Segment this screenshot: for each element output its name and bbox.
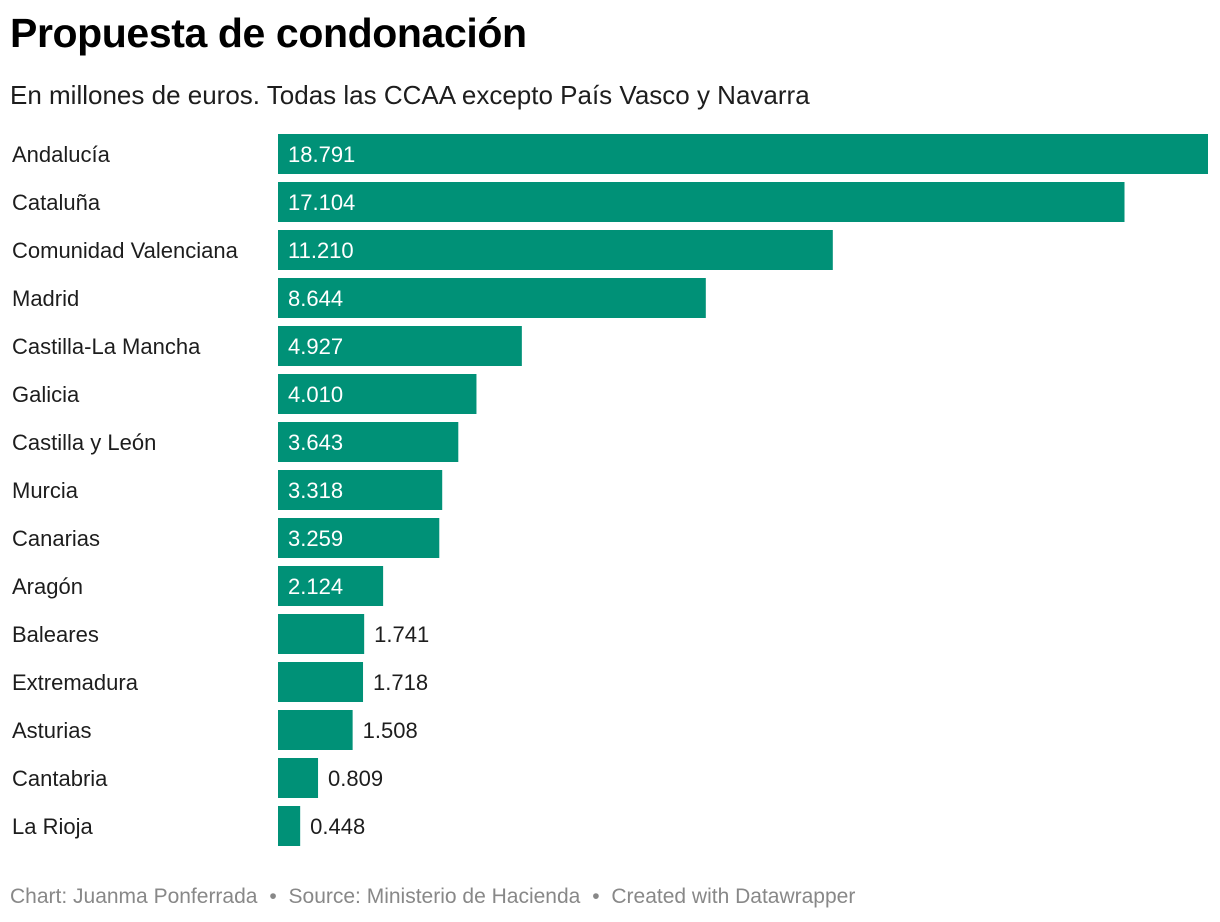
value-label-castilla-la-mancha: 4.927 bbox=[288, 334, 343, 359]
category-label-asturias: Asturias bbox=[12, 718, 91, 743]
bar-comunidad-valenciana bbox=[278, 230, 833, 270]
bar-cataluna bbox=[278, 182, 1125, 222]
source-note: Source: Ministerio de Hacienda bbox=[288, 885, 581, 908]
value-label-la-rioja: 0.448 bbox=[310, 814, 365, 839]
bar-asturias bbox=[278, 710, 353, 750]
value-label-cantabria: 0.809 bbox=[328, 766, 383, 791]
category-label-extremadura: Extremadura bbox=[12, 670, 139, 695]
value-label-andalucia: 18.791 bbox=[288, 142, 355, 167]
category-label-madrid: Madrid bbox=[12, 286, 79, 311]
chart-credit: Chart: Juanma Ponferrada bbox=[10, 885, 258, 908]
bar-madrid bbox=[278, 278, 706, 318]
value-label-cataluna: 17.104 bbox=[288, 190, 355, 215]
bar-castilla-la-mancha bbox=[278, 326, 522, 366]
value-label-comunidad-valenciana: 11.210 bbox=[288, 238, 354, 263]
bar-castilla-y-leon bbox=[278, 422, 459, 462]
footer-separator: • bbox=[592, 885, 600, 908]
category-label-comunidad-valenciana: Comunidad Valenciana bbox=[12, 238, 239, 263]
category-label-aragon: Aragón bbox=[12, 574, 83, 599]
bar-murcia bbox=[278, 470, 443, 510]
value-label-extremadura: 1.718 bbox=[373, 670, 428, 695]
category-label-baleares: Baleares bbox=[12, 622, 99, 647]
category-label-murcia: Murcia bbox=[12, 478, 79, 503]
chart-title: Propuesta de condonación bbox=[10, 10, 527, 56]
bar-chart: Andalucía 18.791 Cataluña 17.104 Comunidad V… bbox=[12, 134, 1208, 846]
value-label-galicia: 4.010 bbox=[288, 382, 343, 407]
created-with-note: Created with Datawrapper bbox=[611, 885, 856, 908]
category-label-cataluna: Cataluña bbox=[12, 190, 101, 215]
bar-la-rioja bbox=[278, 806, 301, 846]
bar-galicia bbox=[278, 374, 477, 414]
value-label-aragon: 2.124 bbox=[288, 574, 343, 599]
footer-separator: • bbox=[269, 885, 277, 908]
value-label-castilla-y-leon: 3.643 bbox=[288, 430, 343, 455]
category-label-cantabria: Cantabria bbox=[12, 766, 108, 791]
bar-andalucia bbox=[278, 134, 1208, 174]
category-label-galicia: Galicia bbox=[12, 382, 80, 407]
bar-extremadura bbox=[278, 662, 364, 702]
category-label-canarias: Canarias bbox=[12, 526, 100, 551]
value-label-murcia: 3.318 bbox=[288, 478, 343, 503]
category-label-andalucia: Andalucía bbox=[12, 142, 111, 167]
chart-subtitle: En millones de euros. Todas las CCAA exc… bbox=[10, 80, 810, 110]
value-label-baleares: 1.741 bbox=[374, 622, 429, 647]
value-label-canarias: 3.259 bbox=[288, 526, 343, 551]
bar-aragon bbox=[278, 566, 384, 606]
bar-cantabria bbox=[278, 758, 319, 798]
bar-canarias bbox=[278, 518, 440, 558]
bar-baleares bbox=[278, 614, 365, 654]
category-label-castilla-y-leon: Castilla y León bbox=[12, 430, 156, 455]
category-label-castilla-la-mancha: Castilla-La Mancha bbox=[12, 334, 201, 359]
chart-footer: Chart: Juanma Ponferrada • Source: Minis… bbox=[10, 885, 855, 909]
value-label-asturias: 1.508 bbox=[363, 718, 418, 743]
value-label-madrid: 8.644 bbox=[288, 286, 343, 311]
category-label-la-rioja: La Rioja bbox=[12, 814, 93, 839]
